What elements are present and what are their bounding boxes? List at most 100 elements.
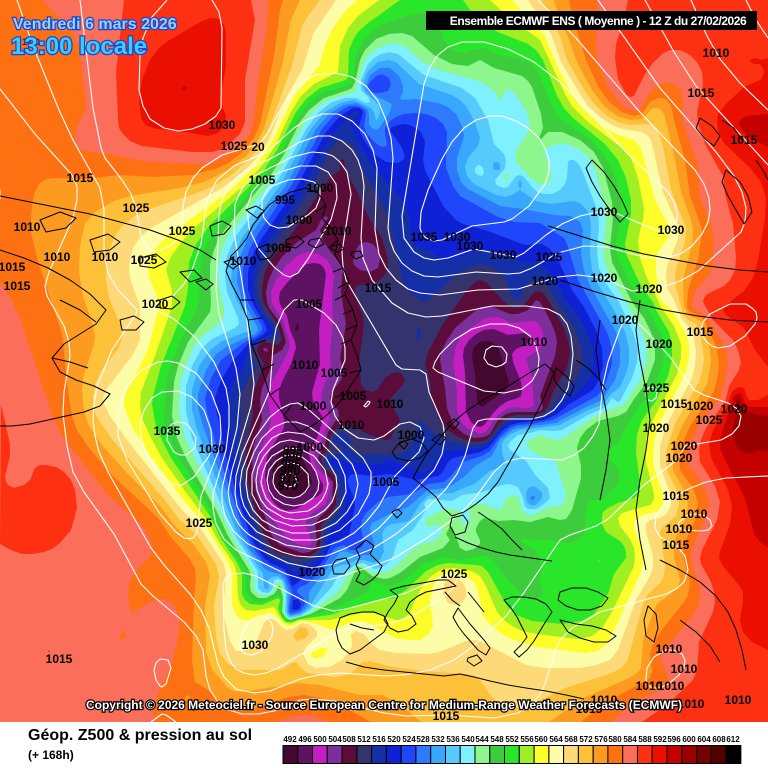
svg-text:568: 568 (564, 735, 578, 744)
svg-text:1030: 1030 (457, 239, 484, 253)
svg-text:592: 592 (653, 735, 667, 744)
svg-text:1035: 1035 (411, 230, 438, 244)
svg-text:1000: 1000 (307, 181, 334, 195)
svg-text:20: 20 (251, 140, 265, 154)
svg-text:1030: 1030 (591, 205, 618, 219)
svg-text:612: 612 (726, 735, 740, 744)
svg-text:1030: 1030 (490, 248, 517, 262)
svg-text:1025: 1025 (643, 381, 670, 395)
svg-text:1030: 1030 (199, 442, 226, 456)
svg-text:1020: 1020 (646, 337, 673, 351)
svg-text:1010: 1010 (658, 679, 685, 693)
svg-text:1010: 1010 (591, 693, 618, 707)
svg-text:512: 512 (357, 735, 371, 744)
svg-text:520: 520 (387, 735, 401, 744)
svg-text:1005: 1005 (249, 173, 276, 187)
svg-text:1010: 1010 (292, 358, 319, 372)
svg-text:1020: 1020 (636, 282, 663, 296)
svg-text:980: 980 (280, 464, 300, 478)
svg-text:1020: 1020 (299, 565, 326, 579)
svg-text:1010: 1010 (92, 250, 119, 264)
svg-text:13:00 locale: 13:00 locale (11, 33, 147, 60)
svg-text:975: 975 (279, 471, 299, 485)
svg-text:1025: 1025 (186, 516, 213, 530)
svg-text:600: 600 (682, 735, 696, 744)
svg-text:572: 572 (579, 735, 593, 744)
svg-text:608: 608 (712, 735, 726, 744)
svg-text:492: 492 (283, 735, 297, 744)
svg-text:596: 596 (667, 735, 681, 744)
svg-text:1015: 1015 (687, 325, 714, 339)
svg-text:1005: 1005 (296, 297, 323, 311)
svg-text:970: 970 (278, 479, 298, 493)
svg-text:1010: 1010 (14, 220, 41, 234)
svg-text:1005: 1005 (265, 241, 292, 255)
svg-text:1015: 1015 (67, 171, 94, 185)
svg-text:516: 516 (372, 735, 386, 744)
svg-text:1020: 1020 (671, 439, 698, 453)
svg-text:584: 584 (623, 735, 637, 744)
svg-text:1025: 1025 (696, 413, 723, 427)
svg-text:564: 564 (549, 735, 563, 744)
svg-text:1000: 1000 (300, 399, 327, 413)
svg-text:1020: 1020 (612, 313, 639, 327)
svg-text:1020: 1020 (591, 271, 618, 285)
svg-text:560: 560 (534, 735, 548, 744)
svg-text:1030: 1030 (209, 118, 236, 132)
svg-text:Ensemble ECMWF ENS ( Moyenne: Ensemble ECMWF ENS ( Moyenne ) - 12 Z du… (450, 14, 747, 28)
svg-text:1000: 1000 (297, 440, 324, 454)
svg-text:1020: 1020 (142, 297, 169, 311)
svg-text:1030: 1030 (658, 223, 685, 237)
svg-text:Géop. Z500 & pression au sol: Géop. Z500 & pression au sol (28, 727, 252, 744)
svg-text:508: 508 (342, 735, 356, 744)
svg-text:524: 524 (402, 735, 416, 744)
svg-text:556: 556 (520, 735, 534, 744)
svg-text:1025: 1025 (169, 224, 196, 238)
svg-text:1015: 1015 (663, 489, 690, 503)
svg-text:1005: 1005 (373, 475, 400, 489)
svg-text:500: 500 (313, 735, 327, 744)
svg-text:1020: 1020 (643, 421, 670, 435)
svg-text:Vendredi 6 mars 2026: Vendredi 6 mars 2026 (13, 16, 177, 33)
svg-text:1015: 1015 (663, 538, 690, 552)
svg-text:1015: 1015 (661, 397, 688, 411)
svg-text:1020: 1020 (532, 274, 559, 288)
svg-text:1010: 1010 (666, 522, 693, 536)
svg-text:552: 552 (505, 735, 519, 744)
svg-text:1010: 1010 (678, 697, 705, 711)
svg-text:1025: 1025 (536, 250, 563, 264)
svg-text:1015: 1015 (46, 652, 73, 666)
svg-text:536: 536 (446, 735, 460, 744)
svg-text:1010: 1010 (671, 662, 698, 676)
svg-text:1010: 1010 (325, 224, 352, 238)
svg-text:504: 504 (328, 735, 342, 744)
svg-text:1020: 1020 (687, 399, 714, 413)
svg-text:1015: 1015 (365, 281, 392, 295)
svg-text:1005: 1005 (321, 366, 348, 380)
svg-text:Copyright © 2026 Meteociel.fr: Copyright © 2026 Meteociel.fr - Source E… (86, 698, 682, 712)
svg-text:532: 532 (431, 735, 445, 744)
svg-text:1015: 1015 (576, 702, 603, 716)
svg-text:588: 588 (638, 735, 652, 744)
svg-text:1010: 1010 (377, 397, 404, 411)
svg-text:1015: 1015 (0, 260, 26, 274)
svg-text:1030: 1030 (444, 230, 471, 244)
svg-text:604: 604 (697, 735, 711, 744)
svg-text:1025: 1025 (221, 139, 248, 153)
svg-text:1015: 1015 (433, 709, 460, 723)
svg-text:580: 580 (608, 735, 622, 744)
svg-text:1015: 1015 (688, 86, 715, 100)
svg-text:1010: 1010 (44, 250, 71, 264)
svg-text:1025: 1025 (131, 253, 158, 267)
svg-text:1000: 1000 (398, 428, 425, 442)
svg-text:1010: 1010 (725, 693, 752, 707)
svg-text:(+ 168h): (+ 168h) (28, 748, 74, 762)
svg-text:1020: 1020 (666, 451, 693, 465)
svg-text:1010: 1010 (703, 46, 730, 60)
svg-text:1005: 1005 (340, 389, 367, 403)
svg-text:1000: 1000 (286, 213, 313, 227)
svg-text:1035: 1035 (154, 424, 181, 438)
svg-text:1010: 1010 (656, 642, 683, 656)
svg-text:496: 496 (298, 735, 312, 744)
svg-text:1025: 1025 (123, 201, 150, 215)
